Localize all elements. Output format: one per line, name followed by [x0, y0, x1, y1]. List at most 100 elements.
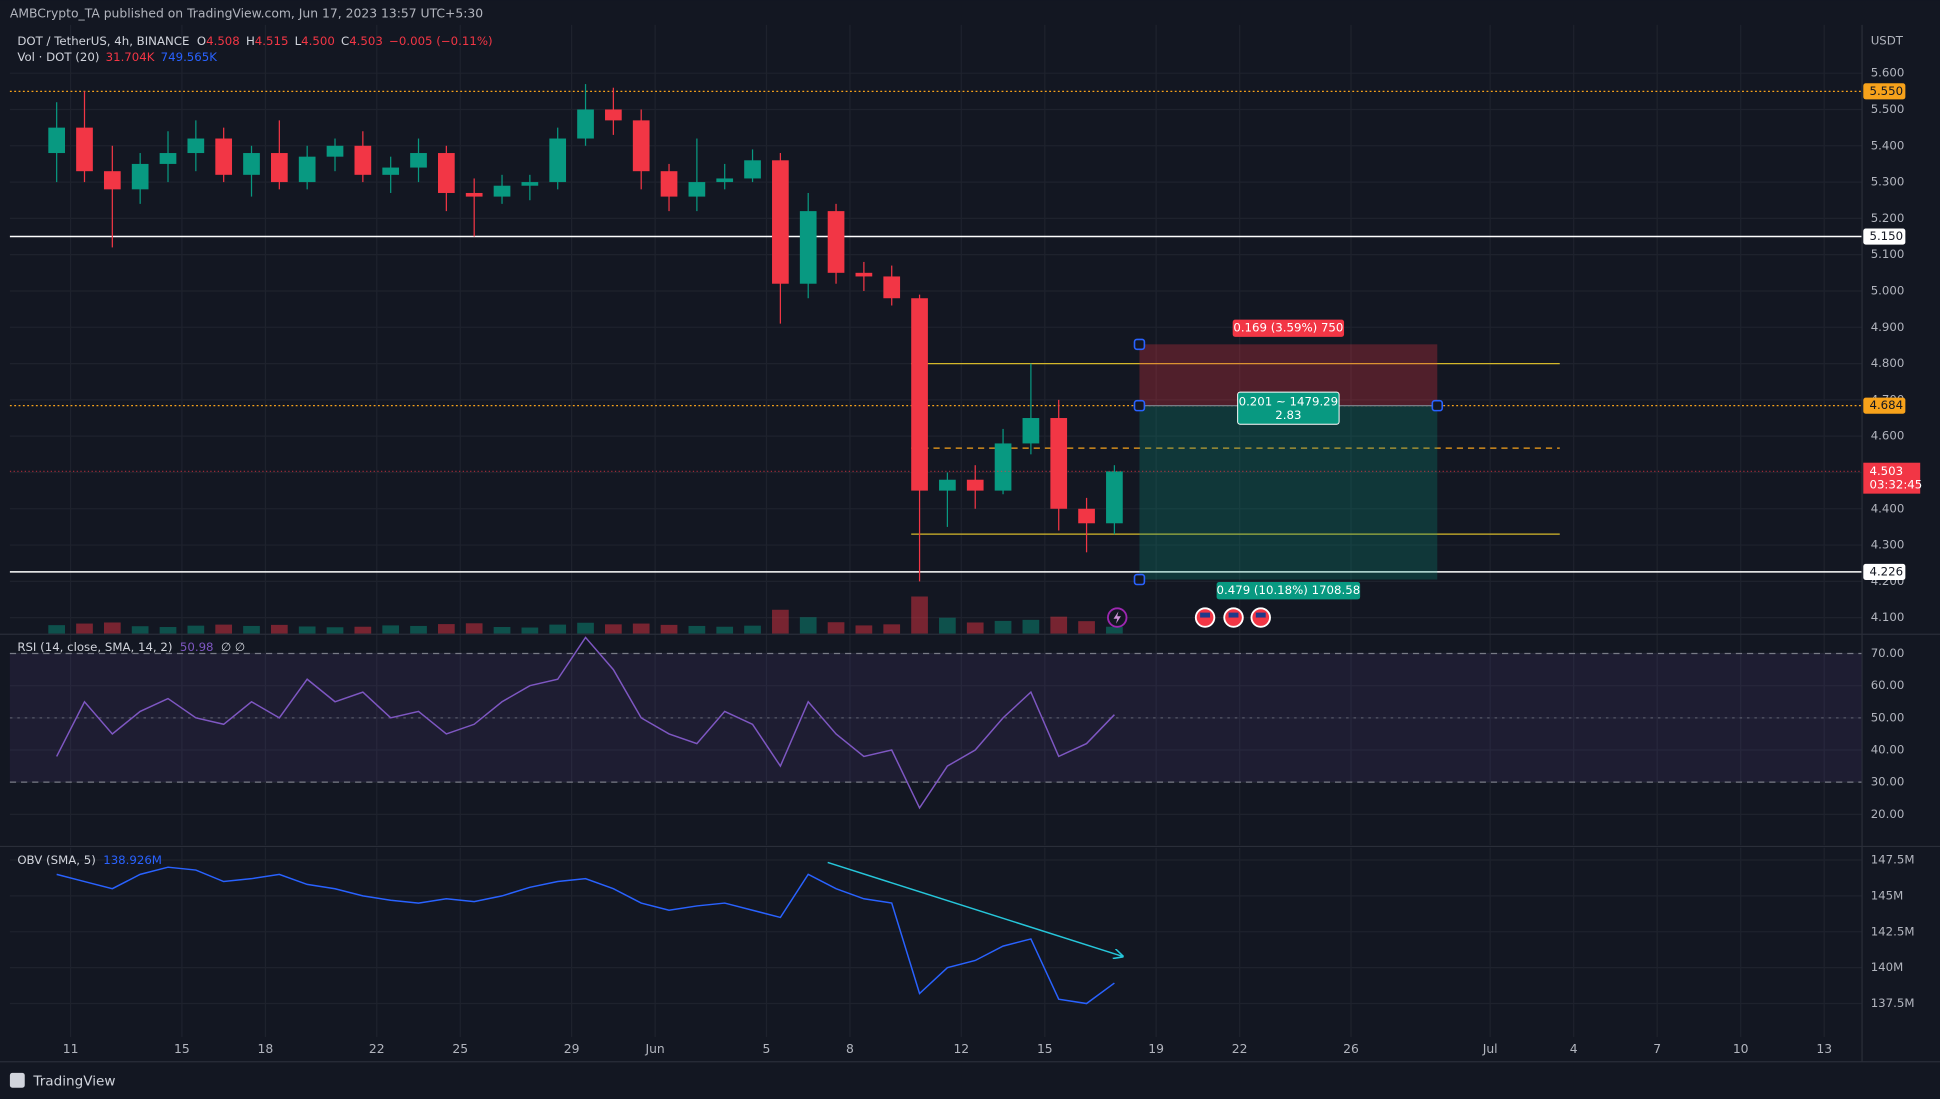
y-tick-label: 5.500 [1871, 102, 1905, 116]
y-tick-label: 140M [1871, 960, 1904, 974]
brand[interactable]: TradingView [32, 1074, 115, 1090]
y-tick-label: 147.5M [1871, 853, 1915, 867]
volume-bar [577, 622, 594, 634]
volume-bar [1022, 619, 1040, 634]
y-tick-label: 142.5M [1871, 924, 1915, 938]
y-tick-label: 20.00 [1871, 807, 1905, 821]
x-tick-label: 22 [1232, 1042, 1248, 1056]
last-price-box [1863, 462, 1921, 494]
plot-layer [9, 84, 1863, 1005]
volume-bar [243, 625, 260, 634]
candle-body [772, 160, 789, 284]
stop-label: 0.169 (3.59%) 750 [1233, 321, 1343, 335]
volume-name: Vol · DOT (20) [17, 50, 99, 64]
candle-body [215, 138, 233, 175]
candle-body [1022, 418, 1040, 444]
volume-value: 31.704K [106, 50, 155, 64]
ohlc-key: L [295, 33, 302, 47]
trend-line [827, 861, 1123, 956]
y-tick-label: 4.100 [1871, 610, 1905, 624]
position-handle [1133, 399, 1146, 412]
volume-bar [410, 625, 427, 634]
level-label-box [1863, 397, 1906, 414]
volume-bar [605, 624, 622, 634]
volume-bar [1106, 626, 1123, 634]
volume-bar [270, 624, 288, 634]
candle-body [326, 145, 344, 157]
volume-bar [632, 623, 650, 634]
candle-body [410, 153, 427, 168]
volume-bar [549, 624, 567, 634]
mid-label: 0.201 ~ 1479.29 [1239, 394, 1339, 408]
candle-body [243, 153, 260, 175]
volume-bar [911, 596, 928, 634]
y-tick-label: 137.5M [1871, 996, 1915, 1010]
x-tick-label: Jul [1482, 1042, 1498, 1056]
candle-body [688, 182, 706, 197]
y-tick-label: 5.400 [1871, 138, 1905, 152]
candle-body [521, 182, 539, 186]
stop-label-box [1232, 319, 1345, 337]
candle-body [549, 138, 567, 183]
logo[interactable] [9, 1072, 25, 1088]
x-tick-label: 13 [1816, 1042, 1832, 1056]
candle-body [1106, 471, 1123, 524]
x-tick-label: 29 [564, 1042, 580, 1056]
volume-bar [298, 626, 316, 634]
candle-body [298, 156, 316, 183]
target-label: 0.479 (10.18%) 1708.58 [1217, 583, 1361, 597]
volume-bar [939, 617, 956, 634]
y-tick-label: 40.00 [1871, 743, 1905, 757]
level-label: 4.226 [1869, 564, 1903, 578]
position-handle [1431, 399, 1444, 412]
candle-body [605, 109, 622, 121]
volume-bar [688, 625, 706, 634]
volume-bar [48, 625, 66, 634]
countdown: 03:32:45 [1869, 477, 1922, 491]
volume-bar [493, 627, 511, 634]
y-tick-label: 145M [1871, 888, 1904, 902]
y-tick-label: 50.00 [1871, 710, 1905, 724]
candle-body [187, 138, 205, 154]
level-label: 5.550 [1869, 84, 1903, 98]
candle-body [354, 145, 372, 175]
last-price-label: 4.503 [1869, 464, 1903, 478]
candle-body [911, 298, 928, 491]
x-tick-label: 5 [763, 1042, 771, 1056]
volume-bar [354, 626, 372, 634]
volume-bar [382, 625, 400, 634]
y-tick-label: 4.900 [1871, 320, 1905, 334]
event-icons[interactable] [1107, 607, 1271, 628]
volume-bar [827, 622, 845, 634]
y-tick-label: 70.00 [1871, 646, 1905, 660]
ui-layer: 11 15 18 22 25 29 Jun 5 8 12 15 19 22 26 Jul 4 7 10 13 4.10… [17, 33, 1922, 1055]
flag [1255, 612, 1266, 618]
ratio-label: 2.83 [1275, 408, 1301, 422]
candle-body [493, 185, 511, 197]
volume-bar [716, 626, 734, 634]
indicator-legend: RSI (14, close, SMA, 14, 2) 50.98 ∅ ∅ [17, 640, 245, 654]
x-tick-label: 11 [63, 1042, 79, 1056]
ohlc-value: 4.500 [301, 33, 335, 47]
volume-bar [744, 625, 761, 634]
change: −0.005 (−0.11%) [389, 33, 493, 47]
x-tick-label: 8 [846, 1042, 854, 1056]
volume-bar [76, 623, 93, 634]
volume-bar [1078, 621, 1095, 634]
ohlc-value: 4.503 [349, 33, 383, 47]
volume-bar [799, 617, 817, 634]
volume-bar [465, 623, 483, 634]
y-tick-label: 4.400 [1871, 501, 1905, 515]
volume-bar [438, 624, 455, 634]
x-tick-label: 10 [1733, 1042, 1749, 1056]
position-handle [1133, 573, 1146, 586]
x-tick-label: 25 [452, 1042, 468, 1056]
indicator-value: 138.926M [103, 853, 162, 867]
candle-body [103, 171, 121, 190]
y-tick-label: 5.100 [1871, 247, 1905, 261]
y-tick-label: 4.800 [1871, 356, 1905, 370]
symbol-legend: DOT / TetherUS, 4h, BINANCE O4.508 H4.515 L… [17, 33, 492, 47]
publisher: AMBCrypto_TA published on TradingView.co… [10, 6, 483, 20]
volume-bar [883, 624, 901, 634]
